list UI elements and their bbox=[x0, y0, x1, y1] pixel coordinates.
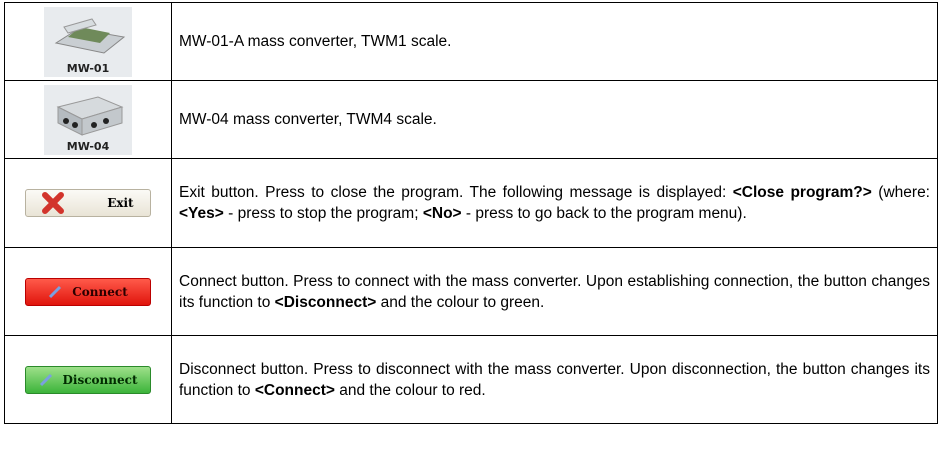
text-run: Disconnect button. Press to disconnect w… bbox=[179, 360, 930, 399]
text-run: Connect button. Press to connect with th… bbox=[179, 272, 930, 311]
description: Exit button. Press to close the program.… bbox=[171, 158, 938, 248]
text-run: MW-01-A mass converter, TWM1 scale. bbox=[179, 33, 452, 50]
connect-button[interactable]: Connect bbox=[25, 277, 151, 306]
table-row: MW-01 MW-01-A mass converter, TWM1 scale… bbox=[4, 2, 938, 81]
table-row: Connect Connect button. Press to connect… bbox=[4, 247, 938, 336]
icon-cell: Exit bbox=[4, 158, 172, 248]
text-run: MW-04 mass converter, TWM4 scale. bbox=[179, 111, 437, 128]
plug-icon bbox=[39, 373, 52, 386]
icon-cell: MW-04 bbox=[4, 80, 172, 159]
device-icon: MW-01 bbox=[44, 6, 132, 77]
description: MW-04 mass converter, TWM4 scale. bbox=[171, 80, 938, 159]
button-label: Exit bbox=[107, 196, 134, 210]
bold-text: <Disconnect> bbox=[274, 293, 377, 311]
description: Disconnect button. Press to disconnect w… bbox=[171, 335, 938, 424]
device-picture bbox=[54, 17, 126, 54]
bold-text: <Connect> bbox=[254, 381, 335, 399]
text-run: Exit button. Press to close the program.… bbox=[179, 184, 733, 201]
icon-cell: Connect bbox=[4, 247, 172, 336]
device-icon: MW-04 bbox=[44, 84, 132, 155]
icon-cell: MW-01 bbox=[4, 2, 172, 81]
plug-icon bbox=[49, 285, 62, 298]
bold-text: <Close program?> bbox=[732, 184, 872, 201]
icon-label: MW-04 bbox=[66, 139, 110, 153]
text-run: (where: bbox=[871, 184, 930, 201]
icon-label: MW-01 bbox=[66, 61, 110, 75]
button-label: Connect bbox=[72, 284, 128, 299]
button-label: Disconnect bbox=[62, 372, 138, 387]
description: MW-01-A mass converter, TWM1 scale. bbox=[171, 2, 938, 81]
legend-table: MW-01 MW-01-A mass converter, TWM1 scale… bbox=[4, 2, 938, 424]
text-run: - press to stop the program; bbox=[223, 205, 423, 222]
bold-text: <Yes> bbox=[179, 205, 224, 222]
text-run: - press to go back to the program menu). bbox=[461, 205, 747, 222]
exit-button[interactable]: Exit bbox=[25, 189, 151, 217]
icon-cell: Disconnect bbox=[4, 335, 172, 424]
table-row: Disconnect Disconnect button. Press to d… bbox=[4, 335, 938, 424]
table-row: MW-04 MW-04 mass converter, TWM4 scale. bbox=[4, 80, 938, 159]
bold-text: <No> bbox=[422, 205, 462, 222]
table-row: Exit Exit button. Press to close the pro… bbox=[4, 158, 938, 248]
x-icon bbox=[42, 192, 65, 214]
disconnect-button[interactable]: Disconnect bbox=[25, 365, 151, 394]
description: Connect button. Press to connect with th… bbox=[171, 247, 938, 336]
text-run: and the colour to green. bbox=[376, 293, 545, 311]
device-picture bbox=[56, 95, 124, 136]
text-run: and the colour to red. bbox=[334, 381, 486, 399]
